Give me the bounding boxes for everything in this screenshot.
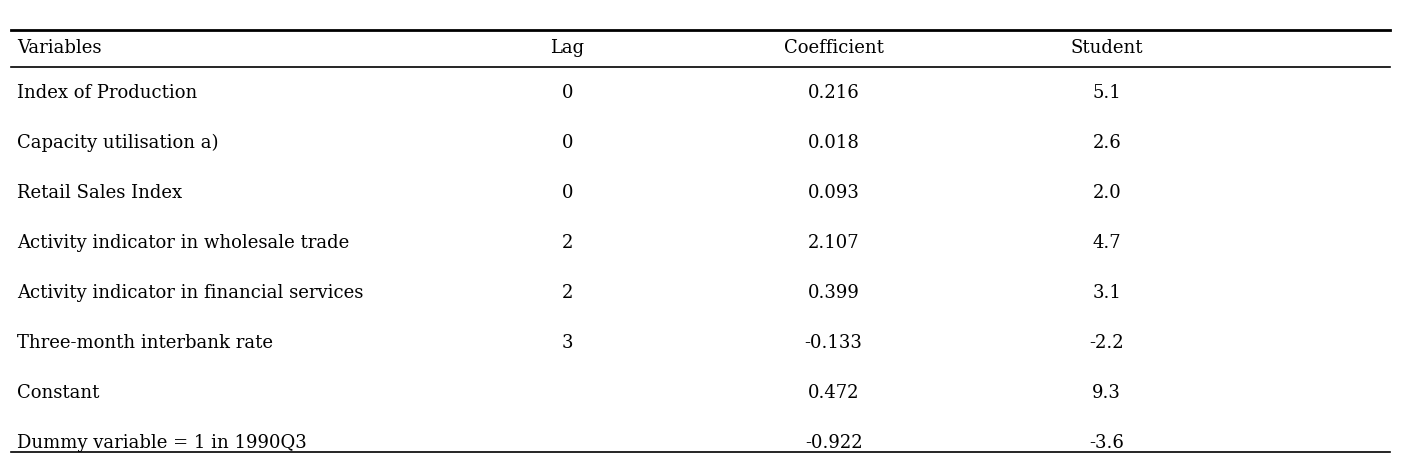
Text: -3.6: -3.6 — [1090, 434, 1124, 451]
Text: Index of Production: Index of Production — [17, 85, 198, 102]
Text: Variables: Variables — [17, 39, 101, 56]
Text: 0.472: 0.472 — [808, 384, 859, 401]
Text: -0.133: -0.133 — [804, 334, 863, 352]
Text: Three-month interbank rate: Three-month interbank rate — [17, 334, 273, 352]
Text: 5.1: 5.1 — [1093, 85, 1121, 102]
Text: 2.107: 2.107 — [808, 234, 859, 252]
Text: Coefficient: Coefficient — [783, 39, 884, 56]
Text: 3.1: 3.1 — [1093, 284, 1121, 302]
Text: 0.216: 0.216 — [808, 85, 859, 102]
Text: 3: 3 — [562, 334, 573, 352]
Text: Constant: Constant — [17, 384, 99, 401]
Text: Dummy variable = 1 in 1990Q3: Dummy variable = 1 in 1990Q3 — [17, 434, 307, 451]
Text: 0: 0 — [562, 85, 573, 102]
Text: 2.6: 2.6 — [1093, 134, 1121, 152]
Text: 0: 0 — [562, 134, 573, 152]
Text: 2: 2 — [562, 234, 573, 252]
Text: 9.3: 9.3 — [1093, 384, 1121, 401]
Text: 2: 2 — [562, 284, 573, 302]
Text: Activity indicator in financial services: Activity indicator in financial services — [17, 284, 363, 302]
Text: 0.399: 0.399 — [807, 284, 860, 302]
Text: 2.0: 2.0 — [1093, 184, 1121, 202]
Text: Activity indicator in wholesale trade: Activity indicator in wholesale trade — [17, 234, 349, 252]
Text: 0: 0 — [562, 184, 573, 202]
Text: 4.7: 4.7 — [1093, 234, 1121, 252]
Text: -2.2: -2.2 — [1090, 334, 1124, 352]
Text: Capacity utilisation a): Capacity utilisation a) — [17, 134, 219, 152]
Text: Retail Sales Index: Retail Sales Index — [17, 184, 182, 202]
Text: Student: Student — [1070, 39, 1143, 56]
Text: 0.018: 0.018 — [807, 134, 860, 152]
Text: -0.922: -0.922 — [804, 434, 863, 451]
Text: 0.093: 0.093 — [807, 184, 860, 202]
Text: Lag: Lag — [551, 39, 584, 56]
